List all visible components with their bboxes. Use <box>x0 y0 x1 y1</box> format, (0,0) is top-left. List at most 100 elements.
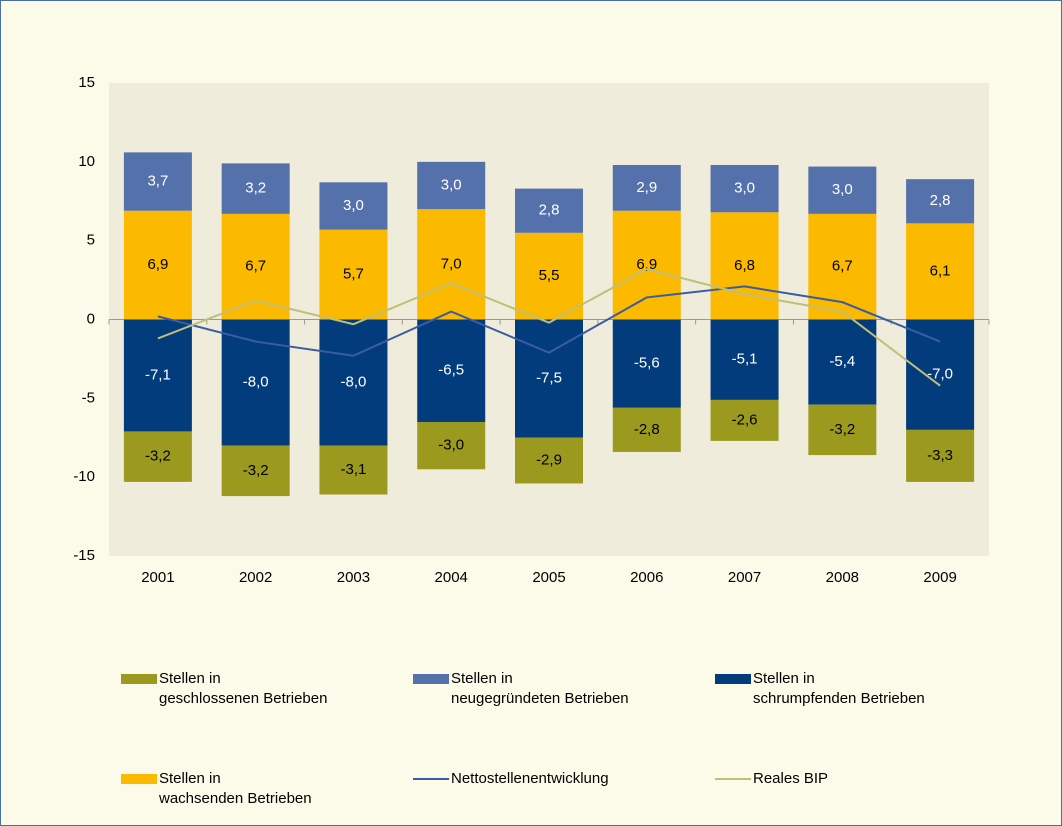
bar <box>515 232 583 320</box>
data-label: -2,8 <box>634 421 660 438</box>
data-label: -7,0 <box>927 366 953 383</box>
data-label: -7,5 <box>536 370 562 387</box>
data-label: -3,0 <box>438 437 464 454</box>
bar <box>808 166 877 214</box>
data-label: 6,7 <box>245 258 266 275</box>
plot: -15 -10 -5 0 5 10 15 2001 2002 2003 2004 2005 2006 20… <box>73 74 990 586</box>
x-tick-label: 2007 <box>728 569 761 586</box>
data-label: 5,5 <box>539 267 560 284</box>
bar <box>612 164 681 211</box>
data-label: -3,3 <box>927 447 953 464</box>
bar <box>906 223 975 320</box>
data-label: 5,7 <box>343 266 364 283</box>
bar <box>417 421 486 470</box>
legend-marker <box>715 778 751 780</box>
data-label: 2,9 <box>636 179 657 196</box>
bar <box>221 319 290 446</box>
bar <box>808 319 877 405</box>
data-label: 7,0 <box>441 255 462 272</box>
bar <box>612 407 681 452</box>
data-label: 3,0 <box>832 181 853 198</box>
y-tick-label: -10 <box>73 468 95 485</box>
data-label: -5,6 <box>634 355 660 372</box>
legend-label: Stellen in geschlossenen Betrieben <box>159 670 328 707</box>
data-label: 3,0 <box>734 180 755 197</box>
bar <box>710 164 779 213</box>
line <box>157 285 941 357</box>
legend-label: Nettostellenentwicklung <box>451 770 609 787</box>
data-label: 6,9 <box>147 256 168 273</box>
y-tick-label: 15 <box>78 74 95 91</box>
bar <box>319 229 388 320</box>
data-label: -8,0 <box>341 374 367 391</box>
bar <box>123 210 192 320</box>
bar <box>710 319 779 400</box>
bar <box>906 429 975 482</box>
y-tick-label: 0 <box>87 310 95 327</box>
bar <box>710 212 779 320</box>
bar <box>906 179 975 224</box>
data-label: 3,0 <box>441 176 462 193</box>
data-label: -3,2 <box>145 448 171 465</box>
y-tick-label: 10 <box>78 153 95 170</box>
data-label: -8,0 <box>243 374 269 391</box>
bar <box>319 445 388 495</box>
data-label: -3,2 <box>243 462 269 479</box>
bar <box>319 319 388 446</box>
data-label: -5,4 <box>829 353 855 370</box>
x-tick-label: 2001 <box>141 569 174 586</box>
data-label: -2,6 <box>732 411 758 428</box>
bar <box>319 182 388 230</box>
legend-marker <box>121 674 157 684</box>
bar <box>612 210 681 320</box>
legend-marker <box>413 674 449 684</box>
data-label: 2,8 <box>539 202 560 219</box>
x-tick-label: 2003 <box>337 569 370 586</box>
data-label: -2,9 <box>536 452 562 469</box>
bar <box>221 163 290 214</box>
legend-marker <box>413 778 449 780</box>
bar <box>710 399 779 441</box>
data-label: 6,1 <box>930 262 951 279</box>
legend-label: Stellen in schrumpfenden Betrieben <box>753 670 925 707</box>
data-label: -7,1 <box>145 366 171 383</box>
x-tick-label: 2005 <box>532 569 565 586</box>
legend-label: Stellen in neugegründeten Betrieben <box>451 670 629 707</box>
x-tick-label: 2008 <box>826 569 859 586</box>
data-label: 6,9 <box>636 256 657 273</box>
x-tick-label: 2009 <box>923 569 956 586</box>
data-label: 3,7 <box>147 173 168 190</box>
bar <box>221 445 290 497</box>
legend-marker <box>121 774 157 784</box>
bar <box>417 319 486 422</box>
bar <box>612 319 681 408</box>
data-label: 6,7 <box>832 258 853 275</box>
bar <box>808 404 877 456</box>
bar <box>123 431 192 482</box>
bar <box>221 213 290 320</box>
data-label: -3,1 <box>341 461 367 478</box>
y-tick-label: -15 <box>73 547 95 564</box>
data-label: 6,8 <box>734 257 755 274</box>
y-tick-label: -5 <box>82 389 95 406</box>
bar <box>515 188 583 233</box>
data-label: -3,2 <box>829 421 855 438</box>
data-label: 2,8 <box>930 192 951 209</box>
legend-marker <box>715 674 751 684</box>
bar <box>417 161 486 210</box>
x-tick-label: 2002 <box>239 569 272 586</box>
legend-label: Reales BIP <box>753 770 829 787</box>
data-label: -6,5 <box>438 362 464 379</box>
line <box>157 267 941 387</box>
bar <box>515 437 583 484</box>
legend-label: Stellen in wachsenden Betrieben <box>159 770 312 807</box>
data-label: 3,0 <box>343 197 364 214</box>
data-label: -5,1 <box>732 351 758 368</box>
x-tick-label: 2006 <box>630 569 663 586</box>
bar <box>417 209 486 320</box>
data-label: 3,2 <box>245 180 266 197</box>
x-tick-label: 2004 <box>435 569 468 586</box>
bar <box>123 152 192 211</box>
bar <box>906 319 975 430</box>
y-tick-label: 5 <box>87 232 95 249</box>
